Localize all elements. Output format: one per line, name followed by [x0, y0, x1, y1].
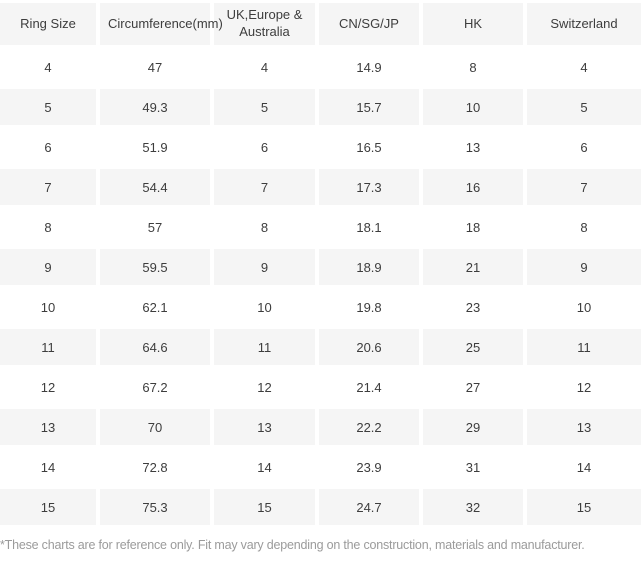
- table-cell: 59.5: [96, 247, 212, 289]
- table-cell: 12: [523, 367, 641, 409]
- table-cell: 29: [419, 407, 525, 449]
- table-cell: 11: [523, 327, 641, 369]
- table-cell: 5: [523, 87, 641, 129]
- table-row: 6 51.9 6 16.5 13 6: [0, 127, 641, 169]
- table-cell: 4: [523, 47, 641, 89]
- table-row: 10 62.1 10 19.8 23 10: [0, 287, 641, 329]
- table-cell: 6: [210, 127, 317, 169]
- table-row: 8 57 8 18.1 18 8: [0, 207, 641, 249]
- header-row: Ring Size Circumference(mm) UK,Europe & Au…: [0, 3, 641, 49]
- table-cell: 12: [210, 367, 317, 409]
- table-cell: 4: [210, 47, 317, 89]
- table-cell: 14: [0, 447, 98, 489]
- table-cell: 8: [0, 207, 98, 249]
- column-header: Ring Size: [0, 3, 98, 49]
- table-cell: 17.3: [315, 167, 421, 209]
- table-cell: 70: [96, 407, 212, 449]
- table-cell: 27: [419, 367, 525, 409]
- table-cell: 8: [523, 207, 641, 249]
- table-cell: 9: [210, 247, 317, 289]
- table-cell: 10: [523, 287, 641, 329]
- table-row: 11 64.6 11 20.6 25 11: [0, 327, 641, 369]
- table-cell: 13: [0, 407, 98, 449]
- table-cell: 10: [419, 87, 525, 129]
- table-cell: 4: [0, 47, 98, 89]
- table-cell: 10: [0, 287, 98, 329]
- table-cell: 24.7: [315, 487, 421, 529]
- table-cell: 6: [0, 127, 98, 169]
- table-cell: 47: [96, 47, 212, 89]
- table-row: 14 72.8 14 23.9 31 14: [0, 447, 641, 489]
- table-row: 13 70 13 22.2 29 13: [0, 407, 641, 449]
- column-header: CN/SG/JP: [315, 3, 421, 49]
- table-cell: 15: [210, 487, 317, 529]
- table-cell: 16.5: [315, 127, 421, 169]
- table-cell: 51.9: [96, 127, 212, 169]
- table-cell: 15: [523, 487, 641, 529]
- table-cell: 54.4: [96, 167, 212, 209]
- table-cell: 14: [523, 447, 641, 489]
- table-cell: 8: [419, 47, 525, 89]
- table-cell: 7: [0, 167, 98, 209]
- table-cell: 10: [210, 287, 317, 329]
- table-cell: 72.8: [96, 447, 212, 489]
- table-row: 15 75.3 15 24.7 32 15: [0, 487, 641, 529]
- table-cell: 22.2: [315, 407, 421, 449]
- table-cell: 13: [419, 127, 525, 169]
- table-cell: 25: [419, 327, 525, 369]
- table-row: 9 59.5 9 18.9 21 9: [0, 247, 641, 289]
- table-cell: 18.9: [315, 247, 421, 289]
- table-cell: 9: [523, 247, 641, 289]
- column-header: UK,Europe & Australia: [210, 3, 317, 49]
- table-cell: 57: [96, 207, 212, 249]
- table-row: 12 67.2 12 21.4 27 12: [0, 367, 641, 409]
- table-cell: 15.7: [315, 87, 421, 129]
- table-cell: 13: [523, 407, 641, 449]
- table-row: 4 47 4 14.9 8 4: [0, 47, 641, 89]
- table-cell: 11: [210, 327, 317, 369]
- table-cell: 75.3: [96, 487, 212, 529]
- table-cell: 7: [210, 167, 317, 209]
- table-cell: 8: [210, 207, 317, 249]
- table-cell: 67.2: [96, 367, 212, 409]
- column-header: Switzerland: [523, 3, 641, 49]
- table-cell: 21.4: [315, 367, 421, 409]
- table-cell: 32: [419, 487, 525, 529]
- table-cell: 11: [0, 327, 98, 369]
- table-cell: 7: [523, 167, 641, 209]
- table-row: 5 49.3 5 15.7 10 5: [0, 87, 641, 129]
- table-row: 7 54.4 7 17.3 16 7: [0, 167, 641, 209]
- table-cell: 6: [523, 127, 641, 169]
- table-cell: 31: [419, 447, 525, 489]
- table-cell: 49.3: [96, 87, 212, 129]
- table-cell: 5: [210, 87, 317, 129]
- table-cell: 14.9: [315, 47, 421, 89]
- table-cell: 18.1: [315, 207, 421, 249]
- table-cell: 21: [419, 247, 525, 289]
- table-cell: 62.1: [96, 287, 212, 329]
- footnote: *These charts are for reference only. Fi…: [0, 538, 585, 552]
- table-cell: 5: [0, 87, 98, 129]
- table-cell: 20.6: [315, 327, 421, 369]
- table-cell: 9: [0, 247, 98, 289]
- table-cell: 19.8: [315, 287, 421, 329]
- table-cell: 64.6: [96, 327, 212, 369]
- table-cell: 23: [419, 287, 525, 329]
- ring-size-table: Ring Size Circumference(mm) UK,Europe & Au…: [0, 3, 641, 529]
- column-header: HK: [419, 3, 525, 49]
- table-cell: 16: [419, 167, 525, 209]
- table-cell: 18: [419, 207, 525, 249]
- table-cell: 23.9: [315, 447, 421, 489]
- table-cell: 15: [0, 487, 98, 529]
- table-cell: 12: [0, 367, 98, 409]
- table-cell: 13: [210, 407, 317, 449]
- column-header: Circumference(mm): [96, 3, 223, 49]
- table-cell: 14: [210, 447, 317, 489]
